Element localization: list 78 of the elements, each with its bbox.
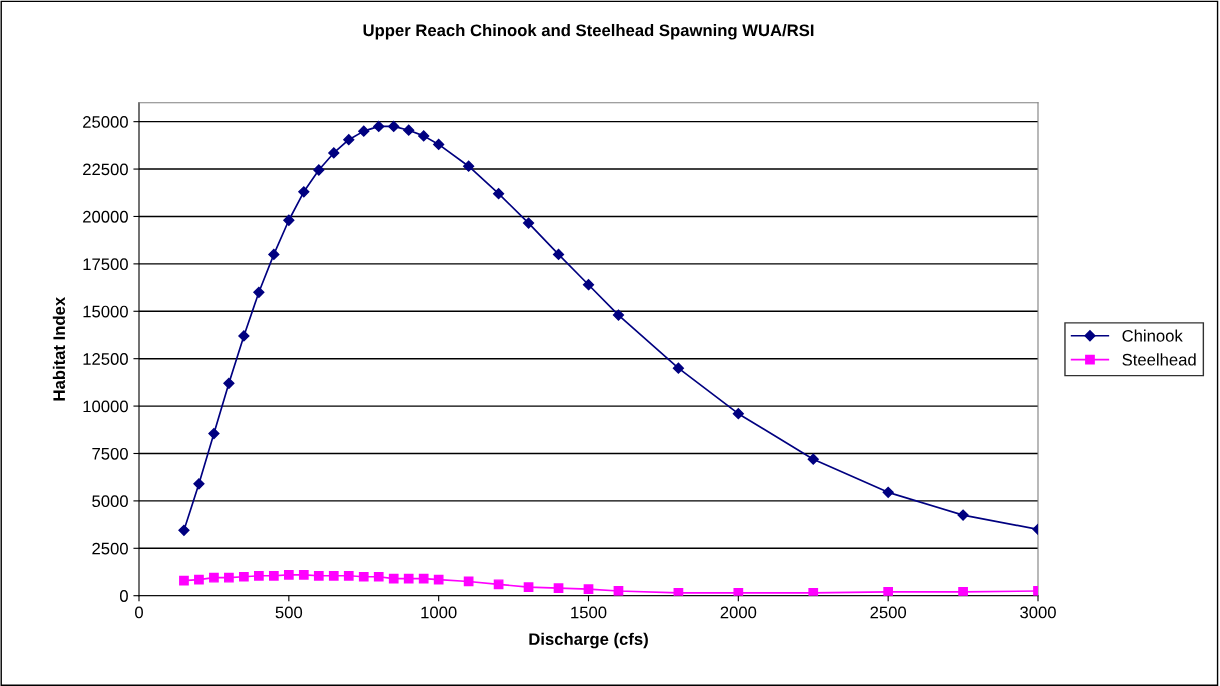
point <box>522 217 535 229</box>
point <box>732 408 744 420</box>
point <box>313 570 324 581</box>
x-axis-title: Discharge (cfs) <box>529 632 648 649</box>
x-tick-label: 3000 <box>1020 606 1056 619</box>
point <box>373 120 385 133</box>
point <box>388 120 400 133</box>
point <box>808 587 819 596</box>
point <box>883 587 894 596</box>
point <box>193 478 205 490</box>
legend-label: Steelhead <box>1122 353 1196 366</box>
x-tick-label: 0 <box>135 606 143 619</box>
point <box>552 248 565 260</box>
x-tick-label: 500 <box>275 606 303 619</box>
point <box>433 574 444 585</box>
point <box>224 572 234 583</box>
point <box>298 186 310 198</box>
point <box>807 453 819 465</box>
point <box>493 579 504 590</box>
point <box>553 583 564 593</box>
point <box>882 486 894 498</box>
y-tick-label: 20000 <box>83 210 128 223</box>
x-tick-label: 2500 <box>870 606 907 619</box>
y-tick-label: 7500 <box>92 447 128 460</box>
y-tick-label: 5000 <box>92 495 128 508</box>
point <box>178 524 190 536</box>
point <box>418 130 430 142</box>
point <box>672 362 685 374</box>
point <box>343 134 355 146</box>
point <box>403 573 414 584</box>
point <box>253 286 265 298</box>
point <box>373 571 384 582</box>
point <box>358 571 369 582</box>
point <box>583 584 594 594</box>
point <box>313 164 325 176</box>
y-tick-label: 25000 <box>83 116 128 128</box>
point <box>463 160 475 172</box>
point <box>343 570 354 581</box>
x-tick-label: 1000 <box>421 606 457 619</box>
y-tick-label: 15000 <box>83 305 128 318</box>
point <box>957 509 969 521</box>
point <box>733 587 744 596</box>
point <box>254 570 264 581</box>
point <box>238 330 250 342</box>
point <box>492 188 505 200</box>
point <box>194 574 204 585</box>
point <box>298 569 309 580</box>
y-tick-label: 17500 <box>83 258 128 271</box>
point <box>433 138 445 151</box>
y-tick-label: 12500 <box>83 353 128 365</box>
x-tick-label: 2000 <box>720 606 757 619</box>
point <box>179 575 189 586</box>
point <box>958 587 968 596</box>
y-tick-label: 10000 <box>83 400 128 413</box>
y-tick-label: 2500 <box>92 542 128 555</box>
point <box>418 573 429 584</box>
point <box>283 569 294 580</box>
point <box>582 279 595 291</box>
point <box>208 427 220 440</box>
chart-title: Upper Reach Chinook and Steelhead Spawning WUA/RSI <box>363 23 814 40</box>
point <box>388 573 399 584</box>
point <box>268 248 280 260</box>
point <box>328 147 340 159</box>
point <box>283 214 295 226</box>
y-tick-label: 0 <box>119 590 128 602</box>
point <box>612 309 625 321</box>
point <box>209 572 219 583</box>
legend-label: Chinook <box>1122 329 1183 342</box>
point <box>523 582 534 593</box>
point <box>403 124 415 136</box>
point <box>328 570 339 581</box>
point <box>223 377 235 389</box>
point <box>358 125 370 137</box>
point <box>239 571 249 582</box>
y-axis-title: Habitat Index <box>52 296 66 401</box>
x-tick-label: 1500 <box>571 606 607 619</box>
point <box>268 570 279 581</box>
y-tick-label: 22500 <box>83 163 128 176</box>
